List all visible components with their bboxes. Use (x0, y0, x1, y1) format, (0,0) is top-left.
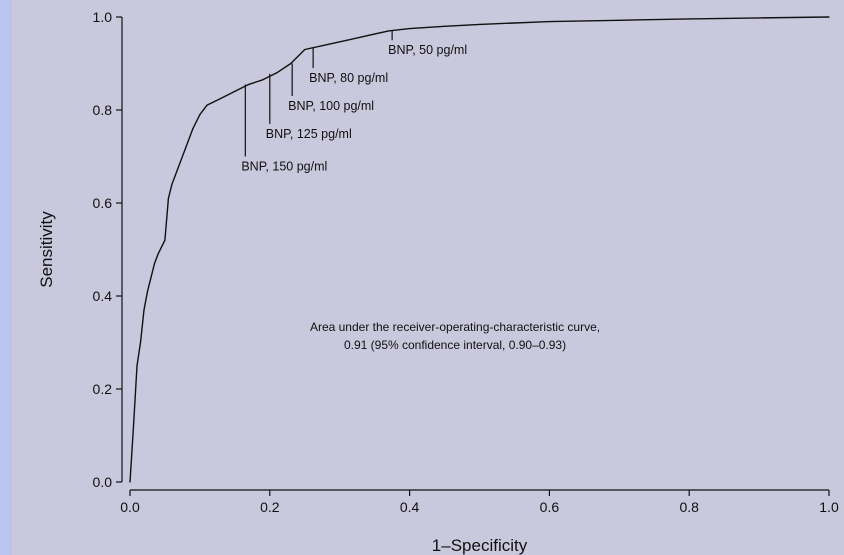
roc-curve-point (171, 183, 173, 185)
roc-curve-point (443, 25, 446, 27)
roc-curve-point (367, 35, 369, 37)
y-tick-label: 0.2 (93, 381, 113, 397)
roc-curve-point (139, 341, 142, 344)
auc-note-line: 0.91 (95% confidence interval, 0.90–0.93… (344, 338, 566, 352)
threshold-label: BNP, 80 pg/ml (309, 71, 388, 85)
threshold-label: BNP, 150 pg/ml (241, 159, 327, 173)
roc-curve-point (146, 290, 149, 292)
roc-curve-point (157, 253, 159, 255)
y-tick-label: 0.6 (93, 195, 113, 211)
y-tick-label: 0.0 (93, 474, 113, 490)
roc-chart: 0.0 0.2 0.4 0.6 0.8 1.0 0.0 0.2 0.4 0.6 0.8 1.0 BNP… (37, 9, 839, 555)
roc-curve-point (206, 104, 208, 106)
roc-curve-point (346, 39, 348, 41)
roc-curve-point (276, 72, 278, 74)
roc-curve-point (220, 97, 222, 99)
threshold-label: BNP, 50 pg/ml (388, 43, 467, 57)
x-tick-label: 0.2 (260, 499, 280, 515)
roc-curve-point (388, 30, 390, 32)
roc-curve-point (192, 128, 194, 130)
y-tick-label: 0.8 (93, 102, 113, 118)
roc-curve-point (153, 262, 156, 265)
roc-curve-point (234, 90, 236, 92)
roc-curve-point (304, 48, 306, 51)
threshold-label: BNP, 100 pg/ml (288, 99, 374, 113)
roc-curve-point (132, 425, 135, 427)
x-tick-label: 0.0 (120, 499, 140, 515)
roc-curve-point (150, 276, 152, 278)
roc-curve-point (167, 197, 170, 199)
threshold-label: BNP, 125 pg/ml (266, 127, 352, 141)
roc-curve-point (688, 18, 690, 20)
roc-curve-point (409, 28, 411, 30)
x-axis-label: 1–Specificity (432, 536, 528, 555)
roc-curve-point (248, 83, 250, 86)
axes: 0.0 0.2 0.4 0.6 0.8 1.0 0.0 0.2 0.4 0.6 0.8 1.0 (93, 9, 839, 515)
roc-curve-point (185, 146, 187, 148)
roc-curve-point (828, 16, 830, 18)
roc-curve-point (548, 21, 551, 23)
roc-curve-point (325, 44, 327, 46)
roc-curve-point (143, 309, 145, 311)
y-axis-label: Sensitivity (37, 211, 56, 288)
roc-curve-point (618, 19, 620, 21)
x-tick-label: 1.0 (819, 499, 839, 515)
x-tick-label: 0.4 (400, 499, 420, 515)
roc-curve-point (758, 17, 760, 19)
roc-curve-point (478, 23, 481, 26)
note-layer: Area under the receiver-operating-charac… (310, 320, 600, 352)
y-tick-label: 0.4 (93, 288, 113, 304)
roc-curve-point (199, 114, 201, 116)
roc-curve-point (513, 22, 516, 24)
roc-curve-line (129, 16, 830, 483)
x-tick-label: 0.6 (540, 499, 560, 515)
roc-curve-point (262, 79, 264, 81)
roc-curve-point (129, 481, 131, 483)
roc-curve-point (136, 365, 138, 367)
auc-note-line: Area under the receiver-operating-charac… (310, 320, 600, 334)
roc-curve-point (178, 165, 180, 167)
curve-layer (129, 16, 830, 483)
roc-curve-point (164, 239, 166, 241)
x-tick-label: 0.8 (679, 499, 699, 515)
roc-curve-point (290, 62, 292, 65)
y-tick-label: 1.0 (93, 9, 113, 25)
